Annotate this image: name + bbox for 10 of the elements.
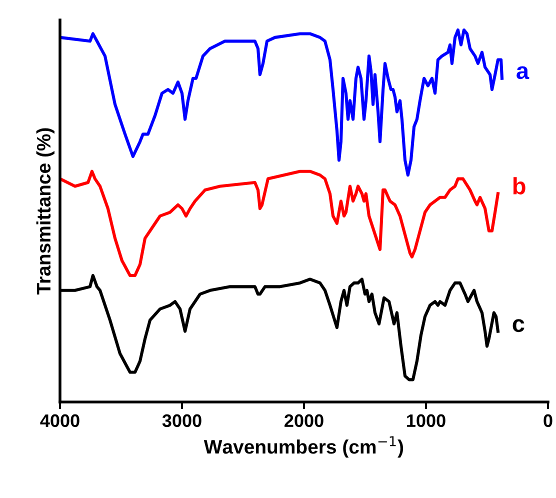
x-tick-label: 4000 — [40, 414, 80, 428]
y-axis-title: Transmittance (%) — [36, 128, 54, 295]
series-label: b — [513, 177, 526, 194]
x-axis-title: Wavenumbers (cm$^{−1}$) — [204, 436, 404, 458]
series-label: a — [516, 66, 530, 80]
series-label: c — [512, 319, 524, 332]
x-tick-label: 2000 — [284, 414, 324, 428]
x-tick-label: 0 — [544, 414, 552, 428]
x-tick-label: 1000 — [407, 414, 446, 428]
x-tick-label: 3000 — [162, 414, 202, 428]
